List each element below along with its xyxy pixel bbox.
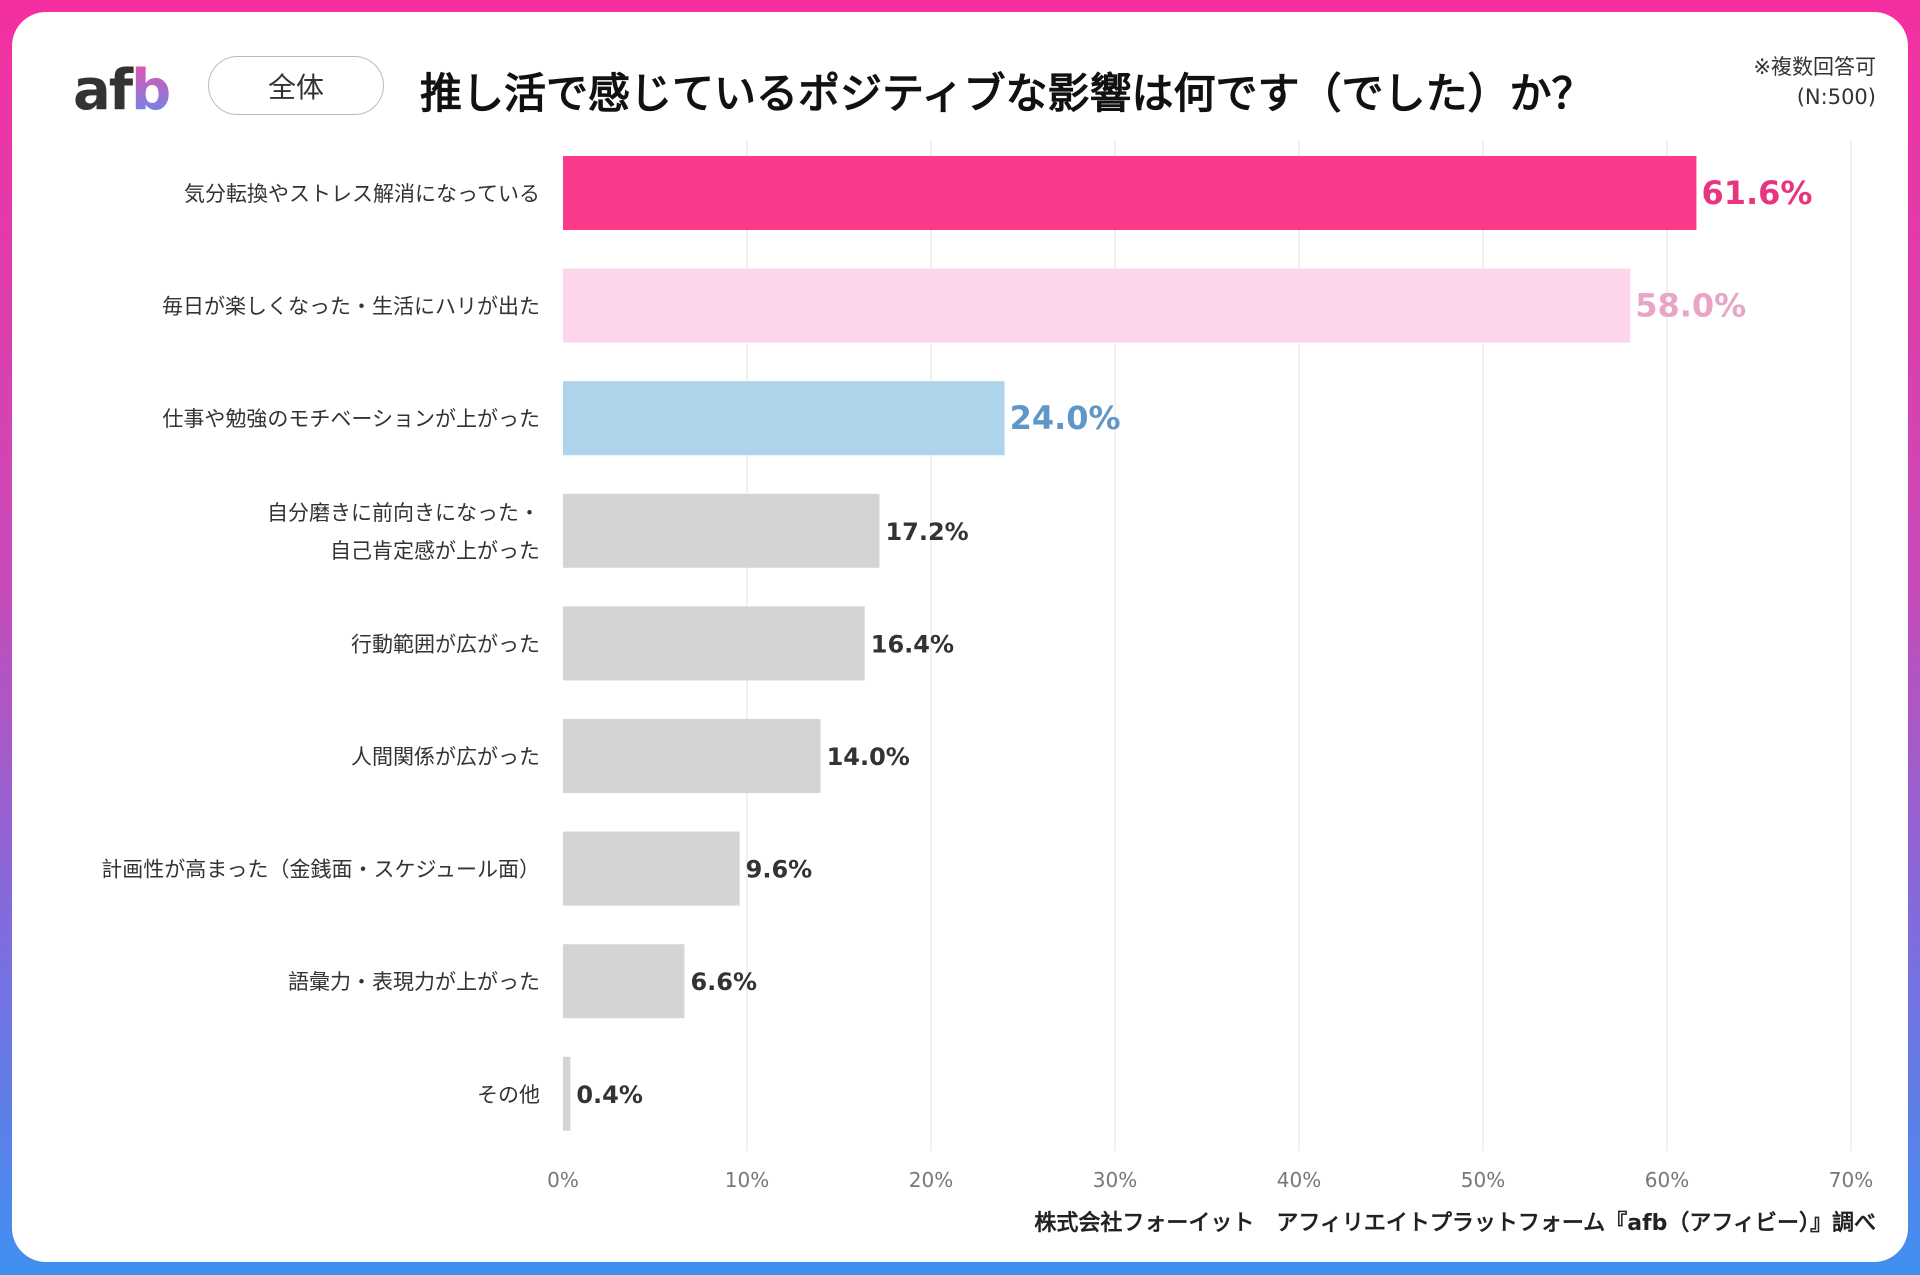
bar: [563, 268, 1631, 343]
value-label: 6.6%: [690, 968, 757, 996]
category-label: 自己肯定感が上がった: [330, 539, 540, 563]
value-label: 9.6%: [746, 856, 813, 884]
value-label: 16.4%: [871, 630, 954, 658]
bar: [563, 156, 1697, 230]
afb-logo: afb: [73, 58, 171, 123]
bar: [563, 944, 685, 1019]
category-label: その他: [477, 1083, 540, 1107]
category-label: 毎日が楽しくなった・生活にハリが出た: [162, 295, 540, 319]
x-tick-label: 70%: [1829, 1168, 1873, 1192]
value-label: 0.4%: [576, 1081, 643, 1109]
bar: [563, 493, 880, 568]
category-label: 人間関係が広がった: [351, 745, 540, 769]
chart-title: 推し活で感じているポジティブな影響は何です（でした）か？: [420, 69, 1594, 118]
x-tick-label: 20%: [909, 1168, 953, 1192]
bar: [563, 831, 740, 906]
value-label: 17.2%: [885, 518, 968, 546]
value-label: 14.0%: [827, 743, 910, 771]
sample-size: (N:500): [1796, 85, 1876, 109]
category-label: 行動範囲が広がった: [351, 632, 540, 656]
category-label: 語彙力・表現力が上がった: [288, 970, 540, 994]
multiple-answer-note: ※複数回答可: [1753, 55, 1876, 79]
value-label: 24.0%: [1010, 399, 1121, 437]
x-tick-label: 10%: [725, 1168, 769, 1192]
sample-note: ※複数回答可 (N:500): [1753, 52, 1876, 112]
bar: [563, 1056, 571, 1131]
bar: [563, 719, 821, 793]
value-label: 58.0%: [1635, 287, 1746, 325]
bar: [563, 381, 1005, 456]
source-credit: 株式会社フォーイット アフィリエイトプラットフォーム『afb（アフィビー）』調べ: [1034, 1211, 1876, 1236]
x-tick-label: 0%: [547, 1168, 579, 1192]
x-tick-label: 50%: [1461, 1168, 1505, 1192]
value-label: 61.6%: [1701, 174, 1812, 212]
category-label: 計画性が高まった（金銭面・スケジュール面）: [101, 858, 540, 882]
x-tick-label: 40%: [1277, 1168, 1321, 1192]
x-tick-label: 60%: [1645, 1168, 1689, 1192]
segment-pill[interactable]: 全体: [208, 56, 384, 115]
bar: [563, 606, 865, 681]
x-tick-label: 30%: [1093, 1168, 1137, 1192]
category-label: 自分磨きに前向きになった・: [267, 501, 540, 525]
category-label: 仕事や勉強のモチベーションが上がった: [162, 407, 540, 431]
category-label: 気分転換やストレス解消になっている: [184, 182, 540, 206]
